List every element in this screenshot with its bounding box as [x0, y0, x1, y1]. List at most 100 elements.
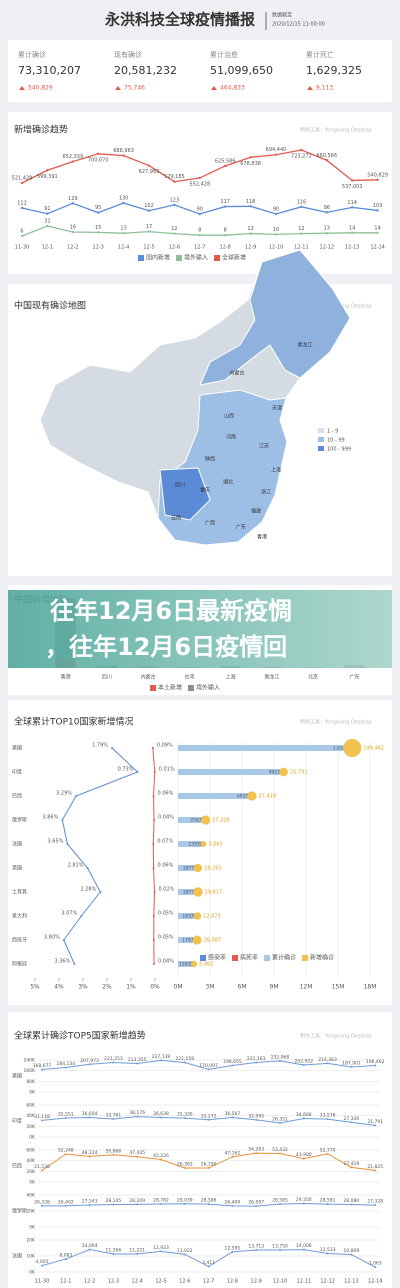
- x-tick-label: 12-14: [368, 1279, 383, 1285]
- legend-label: 境外输入: [196, 684, 220, 692]
- point: [300, 205, 303, 209]
- data-label: 0.04%: [158, 815, 174, 821]
- point: [207, 1265, 210, 1268]
- point: [112, 1061, 115, 1064]
- data-label: 36,567: [225, 1111, 241, 1117]
- category-label: 美国: [12, 745, 22, 752]
- data-label: 6: [20, 229, 23, 235]
- point: [224, 234, 227, 237]
- data-label: 627,963: [139, 169, 160, 175]
- point: [112, 1117, 115, 1120]
- data-label: 540,829: [367, 172, 388, 178]
- point: [255, 1152, 258, 1155]
- header-title: 永洪科技全球疫情播报: [104, 11, 255, 29]
- data-label: 168,677: [33, 1063, 52, 1069]
- data-label: 599,391: [37, 174, 58, 180]
- region-label: 陕西: [205, 456, 215, 463]
- data-label: 529,185: [164, 174, 185, 180]
- point: [231, 1250, 234, 1253]
- data-label: 21,825: [367, 1164, 383, 1170]
- point: [64, 1258, 67, 1261]
- point: [351, 206, 354, 209]
- point: [80, 915, 83, 917]
- bar: [178, 769, 284, 775]
- x-tick-label: 12-3: [108, 1279, 119, 1285]
- point: [207, 1167, 210, 1170]
- data-label: 660,566: [316, 153, 337, 159]
- data-label: 11,221: [129, 1248, 145, 1254]
- data-label: 13: [324, 226, 330, 232]
- overlay-band: [8, 590, 392, 668]
- stat-label: 现有确诊: [114, 50, 142, 59]
- data-label: 54,203: [248, 1147, 264, 1153]
- header-note: 数据截至: [272, 12, 292, 19]
- point: [302, 1248, 305, 1251]
- data-label: 35,551: [58, 1112, 74, 1118]
- bubble-label: 5,062: [199, 962, 213, 968]
- point: [152, 867, 155, 869]
- point: [326, 1203, 329, 1206]
- x-tick-label: 12-12: [320, 1279, 335, 1285]
- x-tick-label: 北京: [308, 674, 318, 681]
- point: [153, 891, 156, 893]
- data-label: 3.29%: [56, 791, 72, 797]
- bar: [178, 817, 206, 823]
- point: [86, 867, 89, 869]
- x-tick-label: 12-3: [93, 245, 104, 251]
- data-label: 521,428: [12, 176, 33, 182]
- data-label: 237,139: [152, 1054, 171, 1060]
- bubble-label: 199,462: [363, 746, 384, 752]
- data-label: 170,097: [199, 1063, 218, 1069]
- up-arrow: [211, 86, 217, 90]
- point: [326, 1118, 329, 1121]
- point: [99, 891, 102, 893]
- legend-swatch: [264, 955, 271, 961]
- point: [374, 1064, 377, 1067]
- legend-label: 10 - 99: [327, 438, 345, 444]
- point: [183, 1253, 186, 1256]
- legend-swatch: [138, 255, 144, 261]
- point: [122, 154, 125, 157]
- region-label: 山西: [224, 413, 234, 420]
- y-tick-label: 20K: [26, 1124, 36, 1130]
- y-tick-label: 0K: [29, 1270, 36, 1276]
- x-tick-label: 12-1: [42, 245, 53, 251]
- stat-value: 1,629,325: [306, 64, 362, 77]
- bar-label: 183万: [182, 914, 196, 920]
- data-label: 678,838: [240, 161, 261, 167]
- data-label: 198,655: [223, 1059, 242, 1065]
- data-label: 213,355: [128, 1057, 147, 1063]
- point: [88, 1203, 91, 1206]
- data-label: 625,586: [215, 158, 236, 164]
- category-label: 英国: [12, 865, 22, 872]
- bubble: [193, 912, 202, 920]
- x-tick-label: 18M: [364, 984, 377, 991]
- legend-swatch: [232, 955, 239, 961]
- point: [41, 1169, 43, 1172]
- point: [279, 1121, 281, 1124]
- data-label: 2.28%: [80, 887, 96, 893]
- x-tick-label: 1%: [126, 984, 136, 991]
- legend-label: 1 - 9: [327, 429, 338, 435]
- data-label: 28,145: [106, 1198, 122, 1204]
- bubble: [200, 815, 211, 825]
- data-label: 38,176: [129, 1110, 145, 1116]
- point: [151, 747, 154, 749]
- data-label: 32,095: [248, 1113, 264, 1119]
- point: [376, 209, 379, 212]
- point: [20, 206, 24, 210]
- x-tick-label: 15M: [332, 984, 345, 991]
- y-tick-label: 40K: [26, 1113, 36, 1119]
- legend-swatch: [318, 437, 324, 442]
- point: [249, 205, 252, 208]
- bubble-label: 29,617: [205, 890, 223, 896]
- legend-swatch: [150, 685, 156, 691]
- x-tick-label: 2%: [102, 984, 112, 991]
- data-label: 112: [17, 200, 27, 206]
- data-label: 36,604: [82, 1111, 98, 1117]
- point: [64, 1066, 67, 1069]
- legend-label: 本土新增: [158, 684, 182, 692]
- point: [198, 176, 201, 180]
- data-label: 10: [273, 227, 279, 233]
- data-label: 26,351: [272, 1116, 288, 1122]
